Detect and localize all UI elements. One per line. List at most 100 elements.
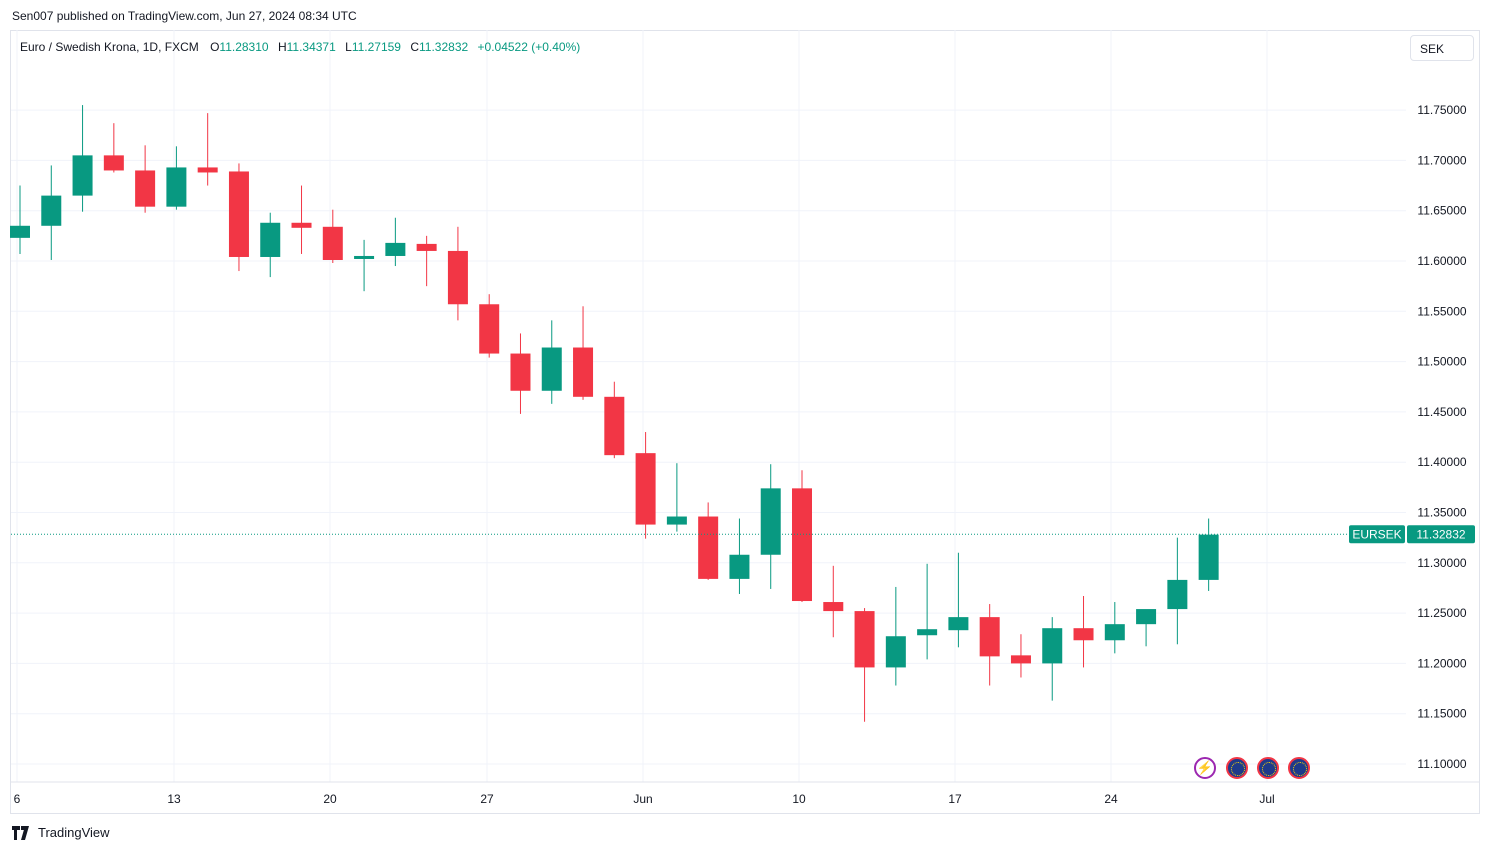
candle-body: [635, 453, 656, 525]
time-tick-label: 17: [948, 792, 962, 806]
candle: [823, 565, 844, 638]
candle: [385, 217, 406, 267]
candle: [604, 381, 625, 459]
chart-grid: [11, 30, 1406, 782]
price-tag-value: 11.32832: [1416, 527, 1465, 541]
price-tick-label: 11.15000: [1417, 707, 1466, 721]
high-label: H: [277, 40, 287, 54]
candle-body: [385, 242, 406, 256]
price-tick-label: 11.60000: [1417, 254, 1466, 268]
candle: [573, 306, 594, 400]
price-tick-label: 11.30000: [1417, 556, 1466, 570]
candle: [948, 552, 969, 648]
chart-frame: [10, 30, 1480, 814]
time-tick-label: Jun: [633, 792, 652, 806]
candle-body: [103, 155, 124, 171]
candle-body: [1136, 609, 1157, 625]
candle-body: [228, 171, 249, 257]
candle: [416, 235, 437, 287]
candle-body: [541, 347, 562, 391]
price-tag-symbol-bg: [1349, 525, 1405, 544]
price-tick-label: 11.70000: [1417, 153, 1466, 167]
candle-body: [854, 611, 875, 668]
candle: [854, 608, 875, 722]
price-tag-value-bg: [1407, 525, 1475, 544]
candle-body: [666, 516, 687, 525]
low-value: 11.27159: [351, 40, 401, 54]
candle-body: [885, 636, 906, 668]
candle-body: [135, 170, 156, 207]
candle-body: [1167, 579, 1188, 610]
time-tick-label: 27: [480, 792, 494, 806]
candle: [698, 502, 719, 580]
candle-body: [197, 167, 218, 173]
candle-body: [166, 167, 187, 207]
candle-body: [1010, 655, 1031, 664]
candle-body: [979, 617, 1000, 657]
price-tick-label: 11.10000: [1417, 757, 1466, 771]
candle: [479, 294, 500, 358]
candles: [10, 105, 1219, 722]
candle: [1042, 617, 1063, 701]
tradingview-logo[interactable]: TradingView: [12, 825, 110, 840]
candle-body: [510, 353, 531, 391]
candle: [760, 464, 781, 589]
price-tick-label: 11.55000: [1417, 304, 1466, 318]
time-tick-label: 6: [14, 792, 21, 806]
currency-button[interactable]: SEK: [1410, 35, 1474, 61]
candle: [260, 212, 281, 278]
close-value: 11.32832: [419, 40, 469, 54]
candle: [1010, 634, 1031, 678]
candle: [322, 209, 343, 264]
symbol-legend[interactable]: Euro / Swedish Krona, 1D, FXCM O11.28310…: [20, 40, 580, 54]
candle: [135, 145, 156, 213]
candle: [41, 165, 62, 260]
candle-body: [760, 488, 781, 555]
legend-low: L11.27159: [345, 40, 401, 54]
candle: [885, 586, 906, 686]
candle-body: [10, 225, 30, 238]
candle-body: [260, 222, 281, 257]
time-tick-label: 20: [323, 792, 337, 806]
open-label: O: [210, 40, 220, 54]
time-axis: 6 13 20 27 Jun 10 17 24 Jul: [11, 781, 1479, 806]
candle-body: [1073, 628, 1094, 641]
price-tick-label: 11.65000: [1417, 204, 1466, 218]
candle-body: [573, 347, 594, 397]
price-tick-label: 11.40000: [1417, 455, 1466, 469]
brand-name: TradingView: [38, 825, 110, 840]
candle-body: [1104, 624, 1125, 641]
candle-body: [291, 222, 312, 228]
candle-body: [792, 488, 812, 602]
eu-flag-event-icon[interactable]: [1288, 757, 1310, 779]
candle-body: [948, 617, 969, 631]
close-label: C: [410, 40, 419, 54]
price-tick-label: 11.35000: [1417, 506, 1466, 520]
last-price-line: EURSEK 11.32832: [11, 525, 1475, 544]
candle-body: [447, 250, 468, 305]
time-tick-label: 13: [167, 792, 181, 806]
legend-change: +0.04522 (+0.40%): [477, 40, 581, 54]
price-tick-label: 11.25000: [1417, 606, 1466, 620]
candle: [447, 226, 468, 321]
price-axis: 11.75000 11.70000 11.65000 11.60000 11.55000…: [1417, 103, 1466, 771]
candle: [635, 432, 656, 539]
time-tick-label: 10: [792, 792, 806, 806]
lightning-icon[interactable]: ⚡: [1194, 757, 1216, 779]
published-line: Sen007 published on TradingView.com, Jun…: [12, 9, 357, 23]
legend-high: H11.34371: [278, 40, 336, 54]
candle: [510, 333, 531, 414]
candle: [1167, 537, 1188, 645]
candle-body: [1198, 534, 1219, 580]
candle: [1136, 609, 1157, 647]
eu-flag-event-icon[interactable]: [1257, 757, 1279, 779]
time-tick-label: 24: [1104, 792, 1118, 806]
candle: [166, 146, 187, 210]
eu-flag-event-icon[interactable]: [1226, 757, 1248, 779]
candle-body: [823, 602, 844, 612]
candle-body: [72, 155, 93, 196]
low-label: L: [345, 40, 352, 54]
high-value: 11.34371: [286, 40, 336, 54]
candle: [291, 185, 312, 254]
